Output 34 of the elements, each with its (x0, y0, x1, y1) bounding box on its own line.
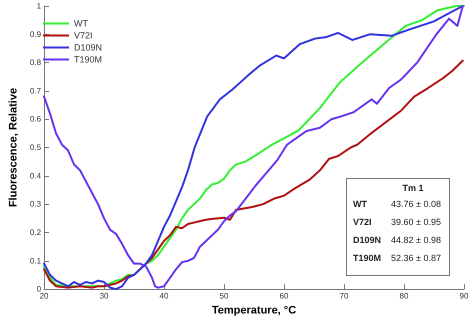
annotation: 52.36 ± 0.87 (391, 253, 441, 263)
x-axis-title: Temperature, °C (212, 304, 296, 316)
legend-label: WT (74, 18, 88, 28)
y-tick-label: 0.7 (30, 86, 42, 96)
annotation: 39.60 ± 0.95 (391, 217, 441, 227)
legend-label: D109N (74, 42, 102, 52)
x-tick-label: 90 (460, 292, 469, 301)
annotation: 44.82 ± 0.98 (391, 235, 441, 245)
y-axis-title: Fluorescence, Relative (8, 88, 20, 208)
x-tick-label: 80 (400, 292, 409, 301)
y-tick-label: 0 (36, 284, 42, 294)
y-tick-label: 0.8 (30, 58, 42, 68)
annotation: V72I (353, 217, 373, 227)
y-tick-label: 0.3 (30, 200, 42, 209)
y-tick-label: 0.9 (30, 30, 42, 39)
y-tick-label: 0.6 (30, 114, 42, 124)
x-tick-label: 60 (280, 292, 290, 301)
legend-label: T190M (74, 54, 102, 64)
x-tick-label: 30 (100, 292, 110, 301)
annotation: WT (353, 199, 368, 209)
y-tick-label: 0.5 (30, 143, 42, 152)
x-tick-label: 40 (160, 292, 170, 301)
x-tick-label: 50 (220, 292, 230, 301)
x-tick-label: 70 (340, 292, 349, 301)
x-tick-label: 20 (40, 292, 50, 301)
annotation: 43.76 ± 0.08 (391, 199, 441, 209)
annotation: Tm 1 (401, 183, 424, 193)
y-tick-label: 1 (36, 2, 42, 10)
y-tick-label: 0.4 (30, 171, 42, 180)
annotation: T190M (353, 253, 382, 263)
legend-label: V72I (74, 30, 93, 40)
y-tick-label: 0.1 (30, 256, 42, 266)
y-tick-label: 0.2 (30, 228, 42, 237)
annotation: D109N (353, 235, 382, 245)
